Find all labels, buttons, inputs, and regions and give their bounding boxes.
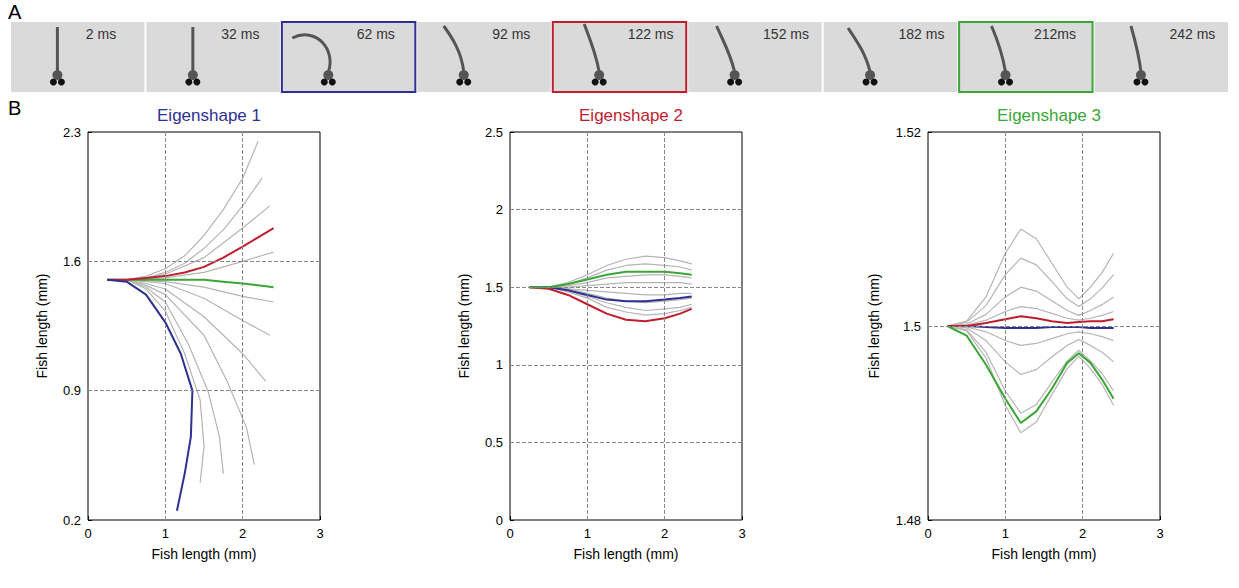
svg-text:1: 1 (496, 357, 503, 372)
svg-text:1: 1 (584, 526, 591, 541)
svg-text:2: 2 (1079, 526, 1086, 541)
svg-text:Fish length (mm): Fish length (mm) (573, 546, 678, 562)
svg-text:1.5: 1.5 (485, 280, 503, 295)
svg-text:242 ms: 242 ms (1169, 26, 1215, 42)
svg-text:0.9: 0.9 (63, 383, 81, 398)
svg-text:2: 2 (496, 202, 503, 217)
svg-text:0.2: 0.2 (63, 513, 81, 528)
svg-text:212ms: 212ms (1034, 26, 1076, 42)
svg-text:Fish length (mm): Fish length (mm) (34, 273, 50, 378)
svg-text:2 ms: 2 ms (86, 26, 116, 42)
svg-text:Fish length (mm): Fish length (mm) (456, 273, 472, 378)
svg-text:1.5: 1.5 (903, 319, 921, 334)
svg-text:0: 0 (924, 526, 931, 541)
svg-text:182 ms: 182 ms (899, 26, 945, 42)
svg-text:1.48: 1.48 (896, 513, 921, 528)
svg-text:92 ms: 92 ms (492, 26, 530, 42)
svg-text:2.3: 2.3 (63, 125, 81, 140)
svg-text:62 ms: 62 ms (357, 26, 395, 42)
svg-text:0.5: 0.5 (485, 435, 503, 450)
svg-text:152 ms: 152 ms (763, 26, 809, 42)
svg-text:32 ms: 32 ms (221, 26, 259, 42)
svg-text:B: B (8, 97, 21, 119)
svg-text:0: 0 (84, 526, 91, 541)
svg-text:1: 1 (162, 526, 169, 541)
svg-text:0: 0 (496, 513, 503, 528)
svg-text:3: 3 (1156, 526, 1163, 541)
svg-text:Fish length (mm): Fish length (mm) (151, 546, 256, 562)
svg-text:1.52: 1.52 (896, 125, 921, 140)
svg-text:Fish length (mm): Fish length (mm) (866, 273, 882, 378)
svg-text:Eigenshape 3: Eigenshape 3 (997, 106, 1101, 125)
svg-text:1: 1 (1002, 526, 1009, 541)
svg-text:3: 3 (738, 526, 745, 541)
svg-text:2: 2 (239, 526, 246, 541)
svg-text:Eigenshape 2: Eigenshape 2 (579, 106, 683, 125)
svg-text:122 ms: 122 ms (628, 26, 674, 42)
svg-text:0: 0 (506, 526, 513, 541)
svg-text:A: A (8, 1, 22, 23)
svg-text:Fish length (mm): Fish length (mm) (991, 546, 1096, 562)
svg-text:1.6: 1.6 (63, 254, 81, 269)
svg-text:2.5: 2.5 (485, 125, 503, 140)
svg-text:3: 3 (316, 526, 323, 541)
svg-text:2: 2 (661, 526, 668, 541)
svg-text:Eigenshape 1: Eigenshape 1 (157, 106, 261, 125)
